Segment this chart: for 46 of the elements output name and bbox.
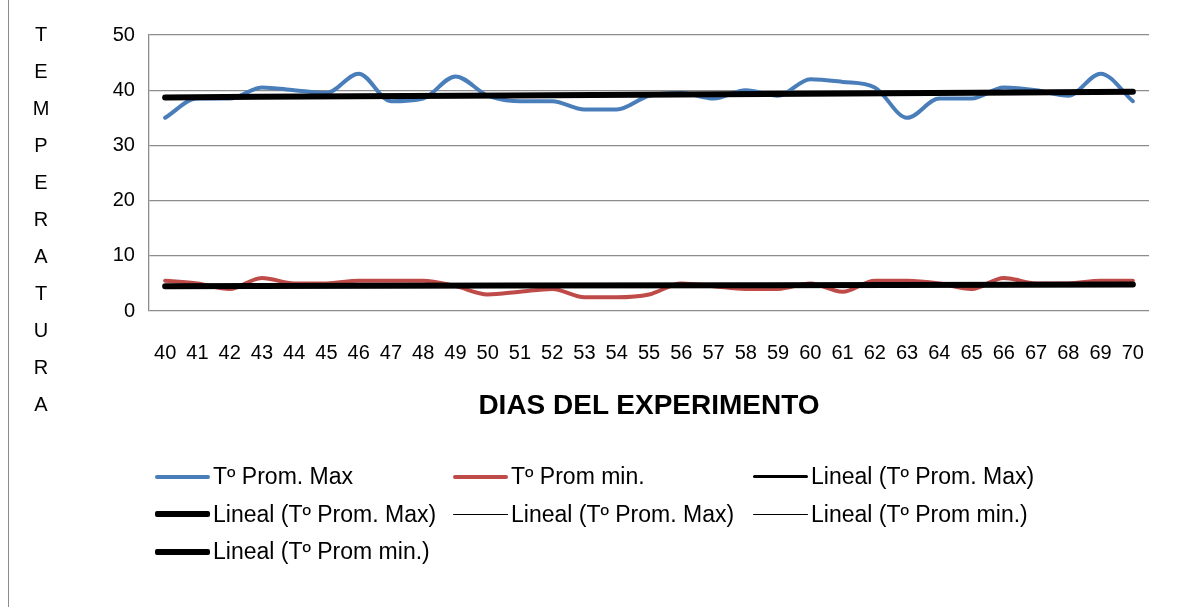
x-tick-label: 46 xyxy=(347,340,370,363)
x-tick-label: 49 xyxy=(444,340,467,363)
y-tick-label: 0 xyxy=(123,298,135,321)
x-tick-label: 66 xyxy=(992,340,1015,363)
legend-label: Lineal (Tº Prom min.) xyxy=(213,538,430,566)
y-tick-label: 20 xyxy=(112,188,135,211)
x-tick-label: 55 xyxy=(637,340,661,363)
x-tick-label: 40 xyxy=(154,340,177,363)
x-tick-label: 52 xyxy=(541,340,564,363)
x-tick-label: 60 xyxy=(799,340,822,363)
legend-label: Lineal (Tº Prom. Max) xyxy=(811,463,1035,491)
y-tick-label: 10 xyxy=(112,243,135,266)
y-tick-label: 50 xyxy=(112,22,135,45)
x-tick-label: 65 xyxy=(960,340,983,363)
x-tick-label: 50 xyxy=(476,340,499,363)
x-tick-label: 54 xyxy=(605,340,628,363)
x-tick-label: 67 xyxy=(1024,340,1048,363)
x-tick-label: 47 xyxy=(379,340,403,363)
x-tick-label: 68 xyxy=(1057,340,1080,363)
x-tick-label: 44 xyxy=(283,340,306,363)
x-tick-label: 42 xyxy=(218,340,241,363)
x-tick-label: 51 xyxy=(508,340,532,363)
x-tick-label: 59 xyxy=(766,340,790,363)
x-tick-label: 69 xyxy=(1089,340,1112,363)
x-tick-label: 41 xyxy=(186,340,209,363)
x-tick-label: 58 xyxy=(734,340,757,363)
x-tick-label: 63 xyxy=(895,340,919,363)
legend-label: Lineal (Tº Prom. Max) xyxy=(511,500,735,528)
text: TEMPERATURA xyxy=(32,23,50,415)
y-tick-label: 30 xyxy=(112,132,135,155)
x-tick-label: 45 xyxy=(315,340,338,363)
x-tick-label: 43 xyxy=(250,340,274,363)
x-tick-label: 48 xyxy=(412,340,435,363)
x-tick-label: 56 xyxy=(670,340,693,363)
legend-label: Tº Prom min. xyxy=(511,463,645,491)
legend-label: Lineal (Tº Prom min.) xyxy=(811,500,1028,528)
x-tick-label: 64 xyxy=(928,340,951,363)
x-tick-label: 61 xyxy=(831,340,854,363)
x-tick-label: 62 xyxy=(863,340,886,363)
x-tick-label: 53 xyxy=(573,340,596,363)
x-tick-label: 57 xyxy=(702,340,725,363)
y-tick-label: 40 xyxy=(112,77,135,100)
x-tick-label: 70 xyxy=(1121,340,1144,363)
legend-label: Lineal (Tº Prom. Max) xyxy=(213,500,437,528)
legend-label: Tº Prom. Max xyxy=(213,463,354,491)
x-axis-title: DIAS DEL EXPERIMENTO xyxy=(478,388,820,420)
